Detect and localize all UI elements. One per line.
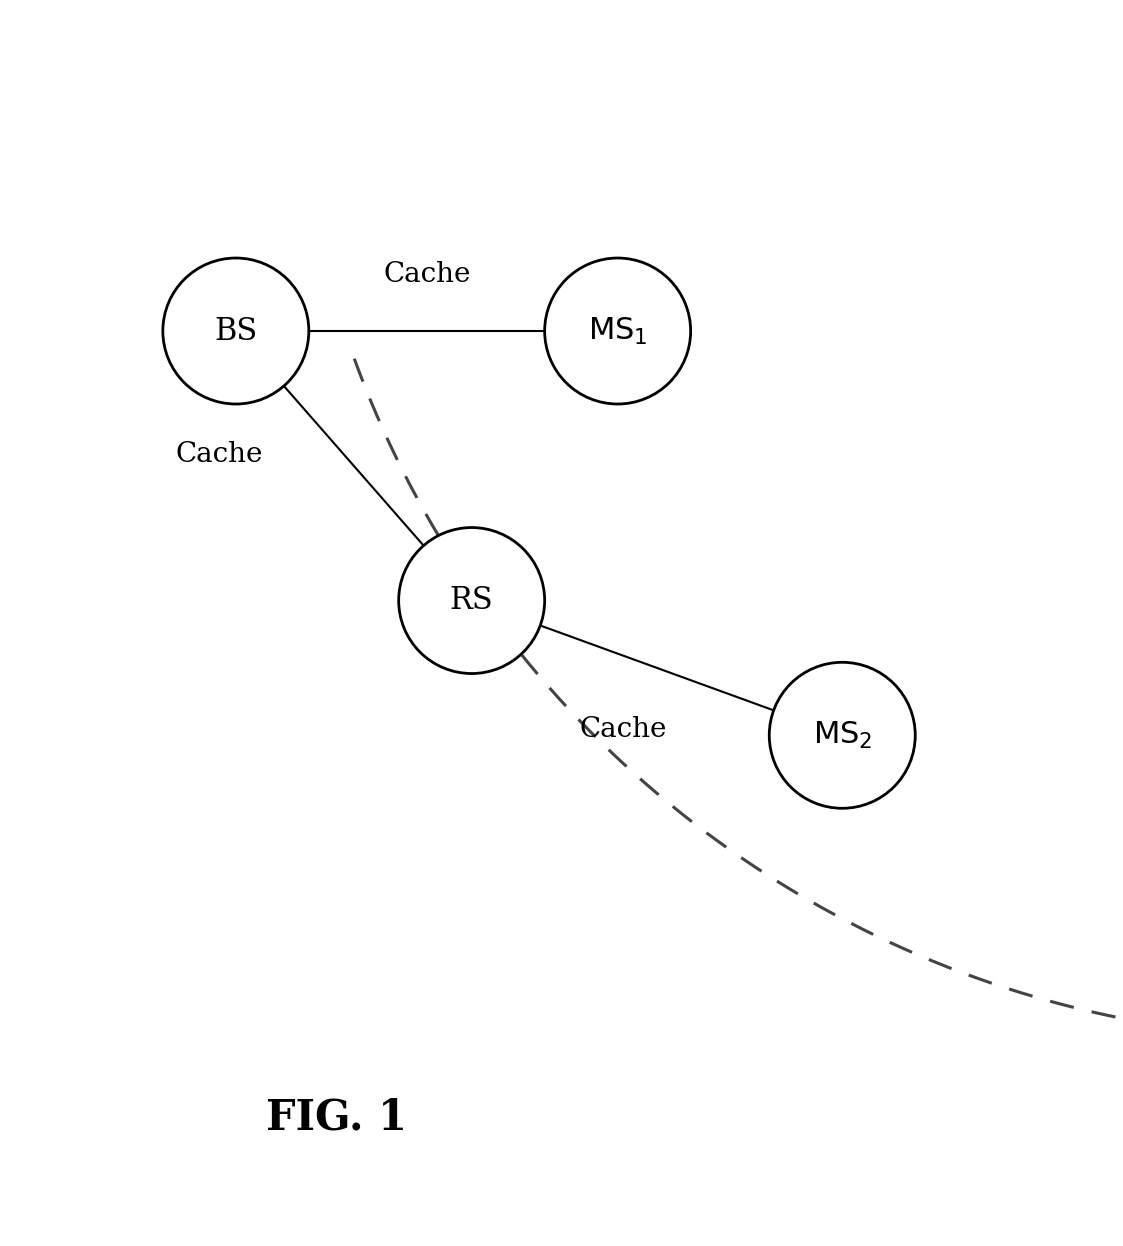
Text: BS: BS — [214, 315, 257, 346]
Circle shape — [545, 258, 691, 404]
Text: $\mathrm{MS}_{1}$: $\mathrm{MS}_{1}$ — [587, 315, 648, 346]
Text: Cache: Cache — [175, 441, 263, 468]
Text: FIG. 1: FIG. 1 — [266, 1096, 408, 1138]
Text: $\mathrm{MS}_{2}$: $\mathrm{MS}_{2}$ — [813, 720, 871, 751]
Text: Cache: Cache — [579, 716, 667, 743]
Circle shape — [769, 663, 915, 809]
Circle shape — [399, 527, 545, 674]
Text: Cache: Cache — [383, 262, 471, 288]
Circle shape — [163, 258, 309, 404]
Text: RS: RS — [450, 586, 493, 616]
